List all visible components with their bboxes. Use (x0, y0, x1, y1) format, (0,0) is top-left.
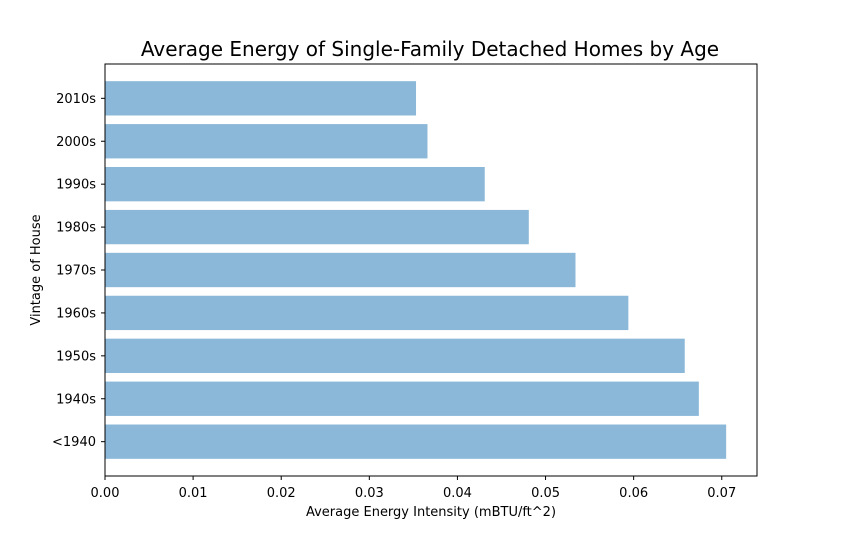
bars-group (105, 81, 727, 459)
x-tick-label: 0.05 (531, 486, 560, 501)
x-axis-label: Average Energy Intensity (mBTU/ft^2) (306, 505, 556, 520)
x-tick-label: 0.03 (355, 486, 384, 501)
y-tick-label: 1990s (56, 178, 96, 193)
y-tick-label: 2000s (56, 135, 96, 150)
y-tick-label: <1940 (52, 435, 96, 450)
x-tick-label: 0.00 (91, 486, 120, 501)
y-axis-label: Vintage of House (29, 214, 44, 325)
bar-2010s (105, 81, 417, 116)
x-tick-label: 0.04 (443, 486, 472, 501)
y-tick-label: 1950s (56, 349, 96, 364)
y-tick-label: 2010s (56, 92, 96, 107)
chart-title: Average Energy of Single-Family Detached… (141, 37, 719, 61)
x-tick-label: 0.06 (619, 486, 648, 501)
x-tick-label: 0.02 (267, 486, 296, 501)
y-tick-label: 1980s (56, 221, 96, 236)
x-tick-label: 0.01 (179, 486, 208, 501)
y-tick-label: 1970s (56, 264, 96, 279)
bar-1990s (105, 167, 485, 202)
bar-2000s (105, 124, 428, 159)
x-tick-label: 0.07 (707, 486, 736, 501)
y-tick-label: 1940s (56, 392, 96, 407)
ticks-group: 2010s 2000s 1990s 1980s 1970s 1960s 1950s 1940s… (52, 92, 736, 501)
bar-1950s (105, 338, 685, 373)
y-tick-label: 1960s (56, 306, 96, 321)
bar-1960s (105, 295, 629, 331)
bar-1980s (105, 209, 529, 245)
bar-1970s (105, 252, 576, 288)
bar-1940s (105, 381, 699, 416)
bar-1940 (105, 424, 727, 459)
